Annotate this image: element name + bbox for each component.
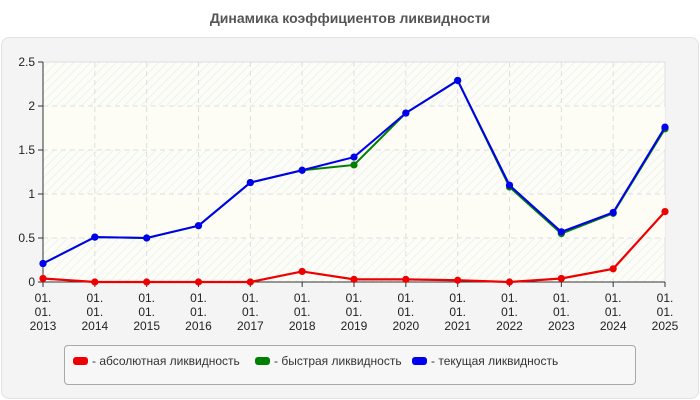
chart-title: Динамика коэффициентов ликвидности [209, 10, 491, 26]
legend-label: - абсолютная ликвидность [92, 354, 240, 368]
data-point[interactable] [298, 166, 306, 174]
data-point[interactable] [350, 153, 358, 161]
legend-swatch-blue [412, 357, 427, 365]
x-tick-label: 01. [605, 305, 622, 319]
x-tick-label: 01. [242, 291, 259, 305]
data-point[interactable] [143, 278, 151, 286]
y-tick-label: 2 [28, 99, 35, 113]
x-tick-label: 01. [397, 291, 414, 305]
plot-area: 00.511.522.501.01.201301.01.201401.01.20… [18, 55, 678, 333]
data-point[interactable] [505, 181, 514, 189]
x-tick-label: 01. [501, 305, 518, 319]
data-point[interactable] [298, 267, 306, 276]
x-tick-label: 2015 [133, 319, 160, 333]
data-point[interactable] [454, 276, 462, 284]
legend-swatch-red [73, 357, 88, 365]
y-tick-label: 1.5 [18, 143, 35, 157]
data-point[interactable] [661, 208, 669, 216]
x-tick-label: 01. [449, 305, 466, 319]
x-tick-label: 2014 [81, 319, 108, 333]
x-tick-label: 01. [553, 305, 570, 319]
data-point[interactable] [246, 178, 254, 187]
x-tick-label: 01. [35, 305, 52, 319]
data-point[interactable] [661, 123, 669, 131]
x-tick-label: 01. [190, 305, 207, 319]
x-tick-label: 2023 [548, 319, 575, 333]
data-point[interactable] [246, 278, 254, 286]
x-tick-label: 01. [190, 291, 207, 305]
x-tick-label: 01. [657, 291, 674, 305]
data-point[interactable] [39, 259, 47, 268]
x-tick-label: 2020 [392, 319, 419, 333]
x-tick-label: 01. [553, 291, 570, 305]
data-point[interactable] [402, 109, 410, 117]
x-tick-label: 01. [397, 305, 414, 319]
x-tick-label: 01. [346, 291, 363, 305]
y-tick-label: 2.5 [18, 55, 35, 69]
x-tick-label: 01. [501, 291, 518, 305]
legend-item-absolute[interactable]: - абсолютная ликвидность [73, 354, 240, 368]
legend-swatch-green [255, 357, 270, 365]
x-tick-label: 2021 [444, 319, 471, 333]
data-point[interactable] [350, 161, 358, 169]
legend: - абсолютная ликвидность - быстрая ликви… [64, 345, 636, 385]
y-tick-label: 0 [28, 275, 35, 289]
x-tick-label: 2025 [652, 319, 679, 333]
x-tick-label: 01. [294, 305, 311, 319]
data-point[interactable] [39, 274, 47, 283]
data-point[interactable] [194, 278, 203, 286]
x-tick-label: 01. [138, 291, 155, 305]
legend-item-current[interactable]: - текущая ликвидность [412, 354, 558, 368]
x-tick-label: 2017 [237, 319, 264, 333]
x-tick-label: 01. [346, 305, 363, 319]
data-point[interactable] [402, 275, 410, 283]
x-tick-label: 01. [35, 291, 52, 305]
x-tick-label: 01. [242, 305, 259, 319]
legend-item-quick[interactable]: - быстрая ликвидность [255, 354, 402, 368]
data-point[interactable] [557, 274, 565, 283]
x-tick-label: 2019 [341, 319, 368, 333]
x-tick-label: 01. [449, 291, 466, 305]
x-tick-label: 01. [86, 305, 103, 319]
x-tick-label: 2024 [600, 319, 627, 333]
x-tick-label: 2016 [185, 319, 212, 333]
legend-label: - текущая ликвидность [431, 354, 559, 368]
legend-label: - быстрая ликвидность [274, 354, 402, 368]
x-tick-label: 01. [294, 291, 311, 305]
data-point[interactable] [609, 265, 617, 273]
data-point[interactable] [505, 278, 514, 286]
x-tick-label: 2018 [289, 319, 316, 333]
data-point[interactable] [91, 278, 99, 286]
y-tick-label: 1 [28, 187, 35, 201]
x-tick-label: 01. [657, 305, 674, 319]
x-tick-label: 2022 [496, 319, 523, 333]
x-tick-label: 01. [138, 305, 155, 319]
x-tick-label: 01. [86, 291, 103, 305]
y-tick-label: 0.5 [18, 231, 35, 245]
data-point[interactable] [91, 233, 99, 241]
x-tick-label: 2013 [30, 319, 57, 333]
data-point[interactable] [350, 275, 358, 283]
data-point[interactable] [194, 222, 203, 230]
data-point[interactable] [454, 76, 462, 85]
data-point[interactable] [609, 208, 617, 217]
data-point[interactable] [143, 234, 151, 242]
x-tick-label: 01. [605, 291, 622, 305]
data-point[interactable] [557, 228, 565, 236]
